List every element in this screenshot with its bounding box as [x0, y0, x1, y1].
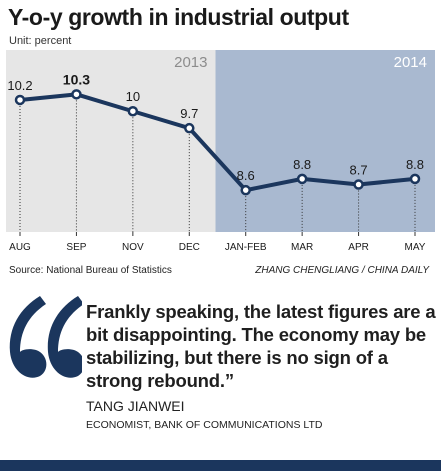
x-tick-label: DEC [179, 242, 200, 253]
data-label: 8.6 [237, 168, 255, 183]
period-label: 2013 [174, 54, 207, 71]
unit-label: Unit: percent [9, 35, 72, 47]
x-tick-label: SEP [66, 242, 86, 253]
source-note: Source: National Bureau of Statistics [9, 265, 172, 276]
bottom-bar [0, 460, 441, 471]
quote-person: TANG JIANWEI [86, 398, 185, 414]
data-label: 8.7 [350, 163, 368, 178]
x-tick-label: APR [348, 242, 369, 253]
data-point [353, 179, 364, 190]
data-label: 9.7 [180, 106, 198, 121]
data-point [184, 122, 195, 134]
period-panel [215, 50, 435, 232]
data-label: 8.8 [293, 157, 311, 172]
data-point [127, 105, 139, 117]
data-point [296, 173, 308, 185]
x-tick-label: MAY [405, 242, 426, 253]
period-panel [6, 50, 216, 232]
data-point [240, 184, 251, 196]
chart-title: Y-o-y growth in industrial output [8, 4, 349, 30]
x-tick-label: JAN-FEB [225, 242, 267, 253]
series-line [19, 92, 416, 193]
data-label: 10 [126, 89, 140, 104]
period-label: 2014 [394, 54, 427, 71]
quote-role: ECONOMIST, BANK OF COMMUNICATIONS LTD [86, 419, 323, 431]
credit-note: ZHANG CHENGLIANG / CHINA DAILY [255, 265, 429, 276]
line-chart: 2013 2014 10.2 10.3 10 9.7 8.6 8.8 8.7 8.8 AUG SE… [6, 50, 435, 253]
x-tick-label: NOV [122, 242, 144, 253]
x-tick-label: AUG [9, 242, 31, 253]
quote-mark-icon [9, 296, 82, 378]
data-label: 10.2 [7, 78, 32, 93]
quote-text: Frankly speaking, the latest figures are… [86, 301, 436, 391]
data-point [14, 94, 26, 106]
data-point [71, 89, 82, 100]
x-tick-label: MAR [291, 242, 313, 253]
data-point [409, 173, 421, 185]
data-label: 8.8 [406, 157, 424, 172]
data-label: 10.3 [63, 71, 90, 87]
